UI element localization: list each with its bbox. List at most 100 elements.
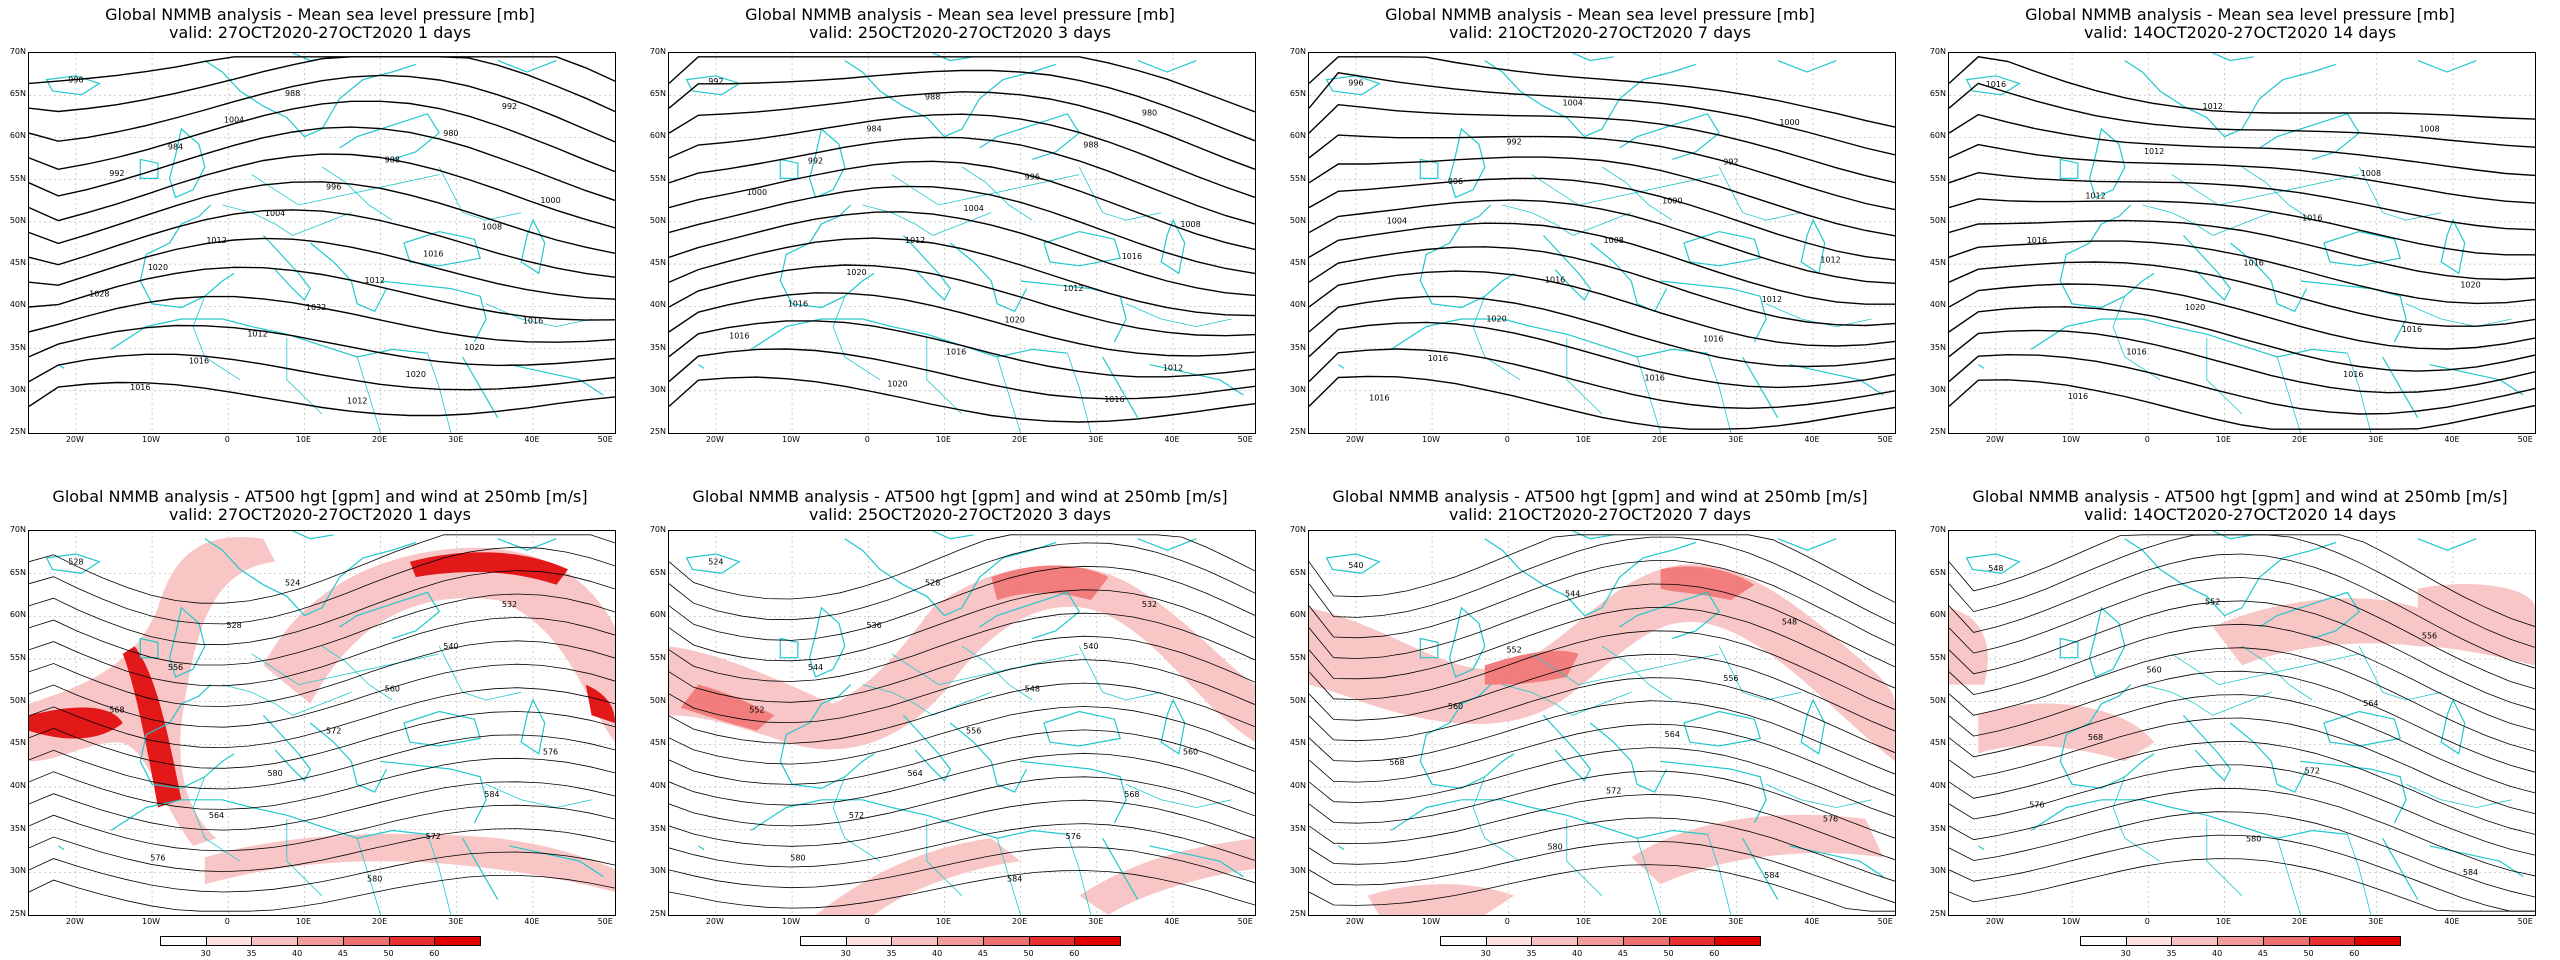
map-frame: 1016 1012 1008 1012 1008 1012 1016 1016 1016 1020… [1948, 52, 2536, 434]
coastline [403, 230, 481, 267]
lat-tick-label: 25N [9, 427, 26, 436]
coastline [2059, 158, 2079, 179]
contour-label: 1004 [1563, 98, 1583, 107]
lon-tick-label: 20W [705, 435, 724, 444]
country-border [1502, 684, 1632, 716]
contour-label: 532 [1142, 600, 1157, 609]
contour-line [1949, 82, 2535, 148]
map-canvas: 996 1004 1000 992 992 996 1000 1004 1008 1012 1016… [1309, 53, 1895, 433]
coastline [1325, 75, 1381, 96]
coastline [1977, 364, 1985, 369]
subtitle-line: valid: 25OCT2020-27OCT2020 3 days [809, 23, 1111, 42]
contour-label: 1032 [306, 303, 326, 312]
lon-tick-label: 50E [1877, 917, 1893, 926]
contour-label: 1016 [1428, 354, 1448, 363]
colorbar-tick-label: 30 [1480, 949, 1491, 958]
lat-tick-label: 50N [1289, 695, 1306, 705]
contours [29, 534, 615, 912]
contour-label: 1008 [1180, 220, 1200, 229]
coastline [509, 845, 604, 878]
coastline [2259, 591, 2360, 640]
coastline [779, 684, 875, 789]
country-border [2358, 166, 2442, 221]
contour-label: 556 [2422, 632, 2437, 641]
lon-tick-label: 30E [1088, 435, 1104, 444]
contour-label: 1012 [2144, 147, 2164, 156]
contour-label: 1008 [2361, 169, 2381, 178]
map-canvas: 992 988 980 984 988 992 996 1000 1004 1008 1012 101… [669, 53, 1255, 433]
coastlines [45, 531, 604, 915]
country-border [2171, 174, 2360, 206]
lat-tick-label: 25N [9, 909, 26, 918]
lat-tick-label: 35N [1289, 342, 1306, 352]
lat-tick-label: 40N [1929, 300, 1946, 310]
contour-labels: 528 524 532 528 540 556 560 568 572 576 580 584 564 5… [68, 558, 558, 884]
country-border [1067, 834, 1092, 915]
subtitle-line: valid: 21OCT2020-27OCT2020 7 days [1449, 23, 1751, 42]
colorbar-tick-label: 50 [2303, 949, 2314, 958]
coastline [697, 845, 705, 851]
contour-label: 992 [808, 156, 823, 165]
contour-label: 536 [866, 621, 881, 630]
coastline [1572, 53, 1614, 62]
contour-line [669, 752, 1255, 806]
contour-line [669, 376, 1255, 423]
contour-line [1309, 723, 1895, 796]
country-border [2112, 776, 2161, 862]
colorbar-tick-label: 60 [1709, 949, 1720, 958]
contour-label: 1012 [1163, 363, 1183, 372]
country-border [2206, 338, 2243, 415]
colorbar-tick-label: 30 [2120, 949, 2131, 958]
contour-label: 1012 [365, 276, 385, 285]
lat-tick-label: 60N [1929, 131, 1946, 141]
coastline [902, 234, 952, 301]
coastlines [1325, 531, 1884, 915]
coastline [380, 280, 487, 343]
contour-label: 1016 [189, 356, 209, 365]
coastline [1419, 637, 1439, 659]
jet-band-light [1949, 607, 1988, 685]
contour-line [29, 711, 615, 769]
coastline [2440, 218, 2466, 275]
gridlines [1309, 53, 1895, 433]
contour-label: 988 [285, 89, 300, 98]
contour-label: 564 [1665, 730, 1680, 739]
coastline [779, 204, 875, 309]
subtitle-line: valid: 27OCT2020-27OCT2020 1 days [169, 23, 471, 42]
lat-tick-label: 65N [9, 89, 26, 99]
coastline [685, 553, 741, 574]
jet-core [29, 707, 123, 739]
colorbar-tick-label: 60 [2349, 949, 2360, 958]
coastline [1800, 698, 1826, 755]
contour-line [1949, 534, 2535, 648]
coastline [1660, 760, 1767, 824]
coastline [2417, 60, 2477, 73]
contour-line [1949, 198, 2535, 256]
lon-tick-label: 10W [1422, 917, 1441, 926]
contour-line [1309, 606, 1895, 689]
contour-line [1309, 630, 1895, 710]
lat-tick-label: 25N [1929, 909, 1946, 918]
country-border [2347, 834, 2372, 915]
lat-tick-label: 55N [9, 653, 26, 662]
contour-line [669, 292, 1255, 357]
contour-label: 524 [708, 558, 723, 567]
colorbar-tick-label: 60 [1069, 949, 1080, 958]
coastline [750, 318, 1068, 358]
lon-tick-label: 30E [2368, 917, 2384, 926]
contour-label: 572 [1606, 786, 1621, 795]
lon-tick-label: 10W [2062, 435, 2081, 444]
country-border [1125, 303, 1232, 328]
lat-tick-label: 25N [1929, 427, 1946, 436]
coastline [2088, 606, 2126, 678]
contour-label: 996 [68, 76, 83, 85]
coastline [262, 714, 312, 782]
contour-label: 1012 [206, 236, 226, 245]
colorbar-swatch [434, 936, 481, 946]
contour-line [1309, 864, 1895, 912]
panel-mslp-14day: Global NMMB analysis - Mean sea level pr… [1920, 0, 2560, 444]
jet-band-light [204, 833, 615, 892]
lon-tick-label: 50E [1237, 917, 1253, 926]
jet-shading [669, 565, 1255, 915]
contour-line [29, 828, 615, 873]
